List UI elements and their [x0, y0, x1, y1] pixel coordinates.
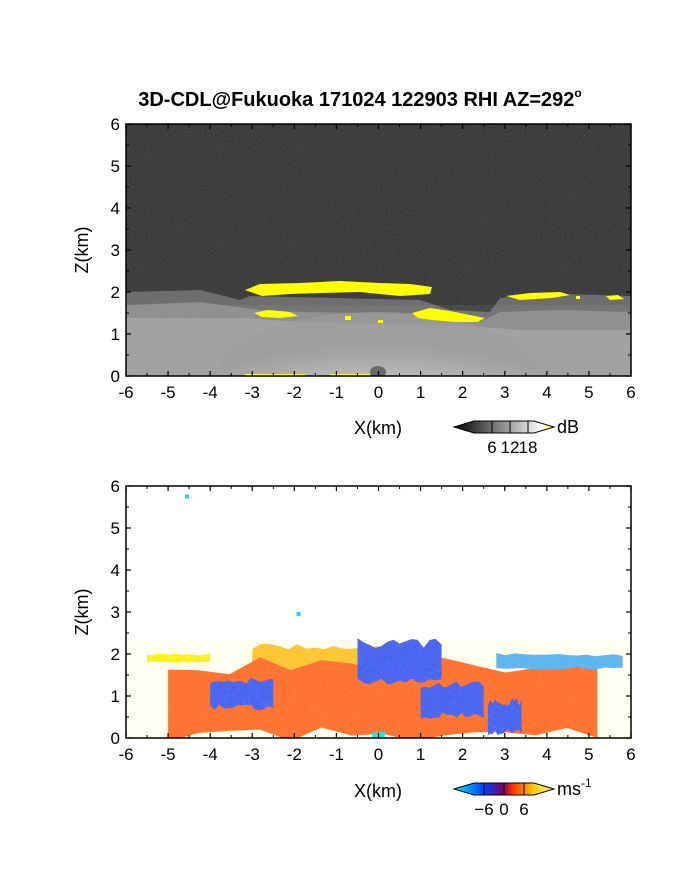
yellow-highlights: [245, 281, 624, 376]
top-x-tick-label: 5: [584, 383, 593, 402]
bottom-x-tick-label: 1: [416, 745, 425, 764]
top-x-tick-label: 6: [626, 383, 635, 402]
top-x-axis-ticks: -6 -5 -4 -3 -2 -1 0 1 2 3 4 5 6: [118, 124, 636, 402]
bottom-colorbar-ticks: −6 0 6: [474, 783, 529, 819]
bottom-x-tick-label: 6: [626, 745, 635, 764]
bottom-y-axis-ticks: 0 1 2 3 4 5 6: [111, 477, 631, 748]
top-y-tick-label: 0: [111, 367, 120, 386]
bottom-x-tick-label: 4: [542, 745, 551, 764]
bottom-colorbar-tick-label: −6: [474, 800, 493, 819]
top-x-tick-label: 0: [374, 383, 383, 402]
velocity-heatmap: [126, 486, 631, 738]
velocity-point-0: [185, 494, 190, 499]
top-y-tick-label: 2: [111, 283, 120, 302]
chart-title: 3D-CDL@Fukuoka 171024 122903 RHI AZ=292o: [138, 86, 582, 111]
bottom-x-axis-ticks: -6 -5 -4 -3 -2 -1 0 1 2 3 4 5 6: [118, 486, 636, 764]
top-x-tick-label: -4: [203, 383, 218, 402]
top-x-axis-label: X(km): [354, 418, 402, 438]
top-y-tick-label: 5: [111, 157, 120, 176]
bottom-y-tick-label: 5: [111, 519, 120, 538]
top-colorbar-ticks: 6 12 18: [487, 421, 537, 457]
top-colorbar-tick-label: 18: [519, 438, 538, 457]
bottom-y-tick-label: 0: [111, 729, 120, 748]
bottom-y-tick-label: 2: [111, 645, 120, 664]
bottom-y-axis-label: Z(km): [72, 589, 92, 636]
bottom-x-tick-label: 3: [500, 745, 509, 764]
top-y-axis-ticks: 0 1 2 3 4 5 6: [111, 115, 631, 386]
bottom-x-tick-label: -1: [329, 745, 344, 764]
bottom-y-tick-label: 1: [111, 687, 120, 706]
top-x-tick-label: -3: [245, 383, 260, 402]
top-x-tick-label: -6: [118, 383, 133, 402]
top-y-tick-label: 4: [111, 199, 120, 218]
top-colorbar: 6 12 18 dB: [452, 417, 579, 457]
bottom-colorbar-tick-label: 0: [499, 800, 508, 819]
backscatter-heatmap: [126, 124, 631, 376]
bottom-x-tick-label: -5: [161, 745, 176, 764]
bottom-x-axis-label: X(km): [354, 781, 402, 801]
bottom-x-tick-label: -4: [203, 745, 218, 764]
top-y-axis-label: Z(km): [72, 227, 92, 274]
top-y-tick-label: 3: [111, 241, 120, 260]
bottom-colorbar-unit: ms-1: [557, 776, 592, 799]
bottom-y-tick-label: 4: [111, 561, 120, 580]
top-x-tick-label: -1: [329, 383, 344, 402]
bottom-x-tick-label: 2: [458, 745, 467, 764]
top-x-tick-label: -5: [161, 383, 176, 402]
top-colorbar-unit: dB: [557, 417, 579, 437]
bottom-y-tick-label: 3: [111, 603, 120, 622]
bottom-y-tick-label: 6: [111, 477, 120, 496]
bottom-x-tick-label: 0: [374, 745, 383, 764]
bottom-x-tick-label: 5: [584, 745, 593, 764]
top-x-tick-label: 1: [416, 383, 425, 402]
top-x-tick-label: 4: [542, 383, 551, 402]
top-colorbar-tick-label: 6: [487, 438, 496, 457]
top-colorbar-tick-label: 12: [501, 438, 520, 457]
bottom-colorbar-tick-label: 6: [519, 800, 528, 819]
top-x-tick-label: 3: [500, 383, 509, 402]
top-y-tick-label: 1: [111, 325, 120, 344]
bottom-x-tick-label: -3: [245, 745, 260, 764]
bottom-colorbar: −6 0 6 ms-1: [452, 776, 592, 819]
bottom-x-tick-label: -2: [287, 745, 302, 764]
top-x-tick-label: 2: [458, 383, 467, 402]
top-x-tick-label: -2: [287, 383, 302, 402]
velocity-point-1: [296, 612, 301, 617]
bottom-x-tick-label: -6: [118, 745, 133, 764]
top-y-tick-label: 6: [111, 115, 120, 134]
